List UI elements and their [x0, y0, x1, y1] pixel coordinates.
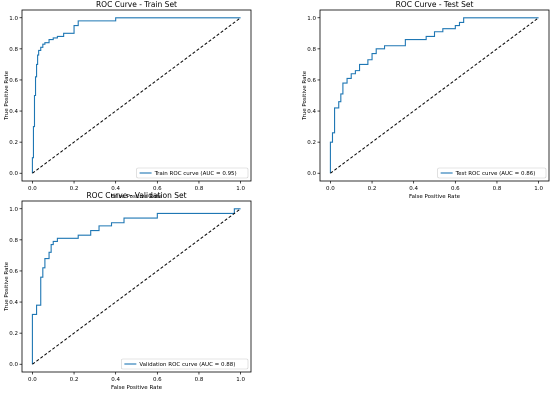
y-tick-label: 0.4 — [9, 109, 18, 115]
x-tick-label: 0.2 — [70, 377, 79, 383]
x-axis-label: False Positive Rate — [409, 194, 461, 200]
legend-box — [136, 167, 249, 179]
x-tick-label: 0.2 — [368, 186, 377, 192]
x-tick-label: 0.8 — [493, 186, 502, 192]
legend-label: Validation ROC curve (AUC = 0.88) — [139, 362, 235, 368]
y-axis-label: True Positive Rate — [302, 70, 308, 121]
x-tick-label: 0.8 — [195, 186, 204, 192]
chance-diagonal-line — [32, 208, 241, 365]
y-tick-label: 1.0 — [307, 16, 316, 22]
x-tick-label: 0.0 — [28, 377, 37, 383]
y-tick-label: 0.0 — [9, 171, 18, 177]
plot-frame — [21, 9, 252, 182]
y-tick-label: 0.8 — [9, 238, 18, 244]
x-tick-label: 1.0 — [236, 186, 245, 192]
x-tick-label: 1.0 — [236, 377, 245, 383]
x-tick-label: 0.0 — [326, 186, 335, 192]
y-tick-label: 0.0 — [307, 171, 316, 177]
x-tick-label: 0.6 — [451, 186, 460, 192]
roc-curve-line — [31, 208, 241, 365]
x-tick-label: 0.0 — [28, 186, 37, 192]
chart-title: ROC Curve - Train Set — [96, 0, 177, 9]
chart-panel-2: ROC Curve - Validation Set 0.0 0.2 0.4 0.6 0.… — [4, 191, 252, 391]
plot-frame — [21, 200, 252, 373]
legend-box — [437, 167, 547, 179]
y-tick-label: 0.6 — [9, 269, 18, 275]
legend-label: Train ROC curve (AUC = 0.95) — [154, 171, 237, 177]
x-tick-label: 0.6 — [153, 377, 162, 383]
x-tick-label: 0.8 — [195, 377, 204, 383]
y-tick-label: 0.4 — [9, 300, 18, 306]
chart-panel-0: ROC Curve - Train Set 0.0 0.2 0.4 0.6 0.8 1.0 0… — [4, 0, 252, 200]
y-tick-label: 1.0 — [9, 207, 18, 213]
y-tick-label: 0.6 — [307, 78, 316, 84]
y-tick-label: 0.8 — [307, 47, 316, 53]
x-tick-label: 0.4 — [111, 186, 120, 192]
chance-diagonal-line — [32, 17, 241, 174]
y-tick-label: 0.2 — [307, 140, 316, 146]
x-tick-label: 0.4 — [111, 377, 120, 383]
y-tick-label: 0.6 — [9, 78, 18, 84]
roc-curve-line — [31, 17, 241, 174]
legend-label: Test ROC curve (AUC = 0.86) — [455, 171, 536, 177]
x-tick-label: 0.4 — [409, 186, 418, 192]
x-tick-label: 0.2 — [70, 186, 79, 192]
roc-curve-line — [329, 17, 539, 174]
x-tick-label: 1.0 — [534, 186, 543, 192]
y-tick-label: 0.0 — [9, 362, 18, 368]
y-axis-label: True Positive Rate — [4, 70, 10, 121]
y-tick-label: 0.2 — [9, 140, 18, 146]
x-tick-label: 0.6 — [153, 186, 162, 192]
legend-box — [121, 358, 249, 370]
x-axis-label: False Positive Rate — [111, 194, 163, 200]
chart-title: ROC Curve - Test Set — [396, 0, 474, 9]
y-tick-label: 0.2 — [9, 331, 18, 337]
x-axis-label: False Positive Rate — [111, 385, 163, 391]
chart-title: ROC Curve - Validation Set — [86, 191, 186, 200]
y-tick-label: 0.8 — [9, 47, 18, 53]
plot-frame — [319, 9, 550, 182]
y-axis-label: True Positive Rate — [4, 261, 10, 312]
chance-diagonal-line — [330, 17, 539, 174]
y-tick-label: 0.4 — [307, 109, 316, 115]
chart-panel-1: ROC Curve - Test Set 0.0 0.2 0.4 0.6 0.8 1.0 0.… — [302, 0, 550, 200]
y-tick-label: 1.0 — [9, 16, 18, 22]
